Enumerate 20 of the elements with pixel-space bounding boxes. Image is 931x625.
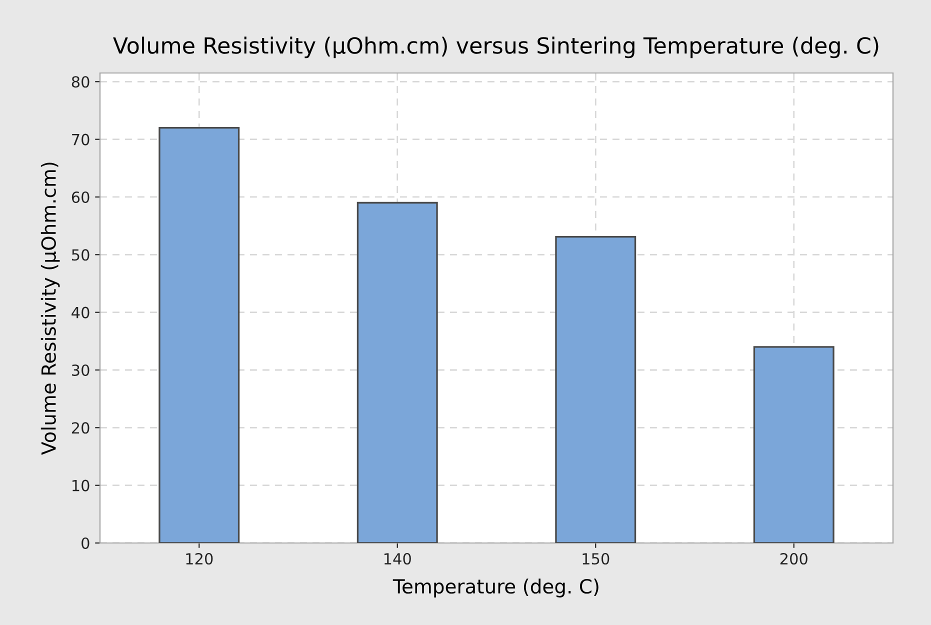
x-tick-label: 200: [780, 552, 808, 565]
bar: [555, 236, 636, 543]
x-tick-label: 150: [582, 552, 610, 565]
y-tick-label: 0: [82, 537, 90, 550]
x-tick-label: 140: [384, 552, 411, 565]
y-tick-label: 60: [72, 191, 90, 204]
y-tick-label: 40: [72, 306, 90, 318]
x-tick-label: 120: [186, 552, 213, 565]
bar: [753, 346, 834, 543]
bar: [356, 202, 438, 543]
y-tick-label: 10: [72, 480, 90, 492]
y-tick-label: 50: [72, 249, 90, 261]
y-axis-title: Volume Resistivity (µOhm.cm): [40, 162, 60, 455]
y-tick-label: 70: [72, 134, 90, 146]
y-tick-label: 80: [72, 76, 90, 88]
bar: [158, 126, 240, 543]
chart-title: Volume Resistivity (µOhm.cm) versus Sintering Temperature (deg. C): [113, 36, 878, 58]
x-axis-title: Temperature (deg. C): [392, 578, 598, 598]
y-tick-label: 30: [72, 364, 90, 376]
y-tick-label: 20: [72, 422, 90, 434]
